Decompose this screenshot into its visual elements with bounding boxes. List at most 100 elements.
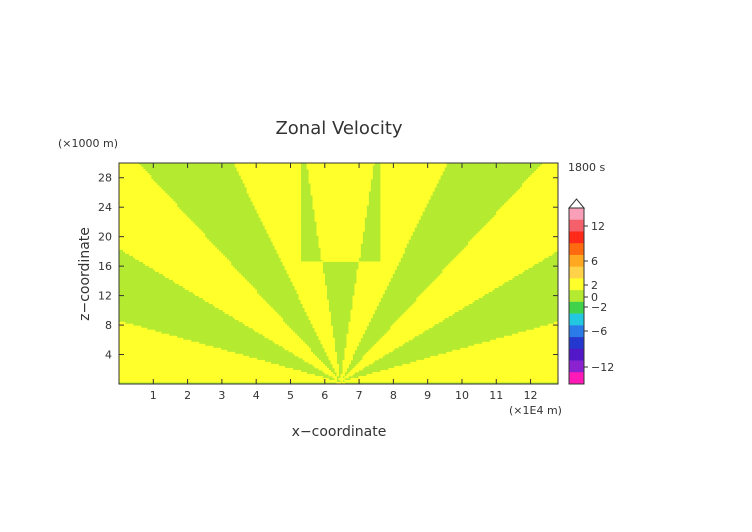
field-cell	[416, 211, 419, 214]
field-cell	[416, 165, 419, 168]
velocity-field	[119, 163, 558, 384]
field-cell	[542, 213, 545, 216]
field-cell	[538, 211, 541, 214]
field-cell	[288, 165, 292, 168]
field-cell	[144, 211, 148, 214]
field-cell	[360, 197, 363, 200]
field-cell	[258, 169, 262, 172]
field-cell	[338, 163, 341, 166]
field-cell	[314, 173, 317, 176]
field-cell	[316, 203, 319, 206]
field-cell	[504, 205, 507, 208]
field-cell	[396, 179, 399, 182]
field-cell	[392, 207, 395, 210]
field-cell	[328, 179, 331, 182]
field-cell	[360, 185, 363, 188]
field-cell	[534, 201, 537, 204]
field-cell	[426, 175, 429, 178]
field-cell	[264, 185, 268, 188]
field-cell	[342, 173, 345, 176]
field-cell	[416, 215, 419, 218]
field-cell	[328, 197, 331, 200]
field-cell	[524, 207, 527, 210]
field-cell	[344, 211, 347, 214]
field-cell	[388, 185, 391, 188]
field-cell	[382, 191, 385, 194]
field-cell	[542, 167, 545, 170]
field-cell	[160, 197, 164, 200]
field-cell	[270, 179, 274, 182]
field-cell	[418, 213, 421, 216]
field-cell	[412, 177, 415, 180]
field-cell	[234, 163, 238, 166]
field-cell	[264, 213, 268, 216]
field-cell	[344, 209, 347, 212]
field-cell	[282, 179, 286, 182]
field-cell	[546, 181, 549, 184]
field-cell	[276, 165, 280, 168]
field-cell	[422, 163, 425, 166]
field-cell	[432, 175, 435, 178]
field-cell	[324, 163, 327, 166]
field-cell	[338, 177, 341, 180]
field-cell	[332, 169, 335, 172]
field-cell	[408, 199, 411, 202]
field-cell	[354, 163, 357, 166]
field-cell	[342, 191, 345, 194]
field-cell	[380, 175, 383, 178]
field-cell	[392, 179, 395, 182]
field-cell	[526, 197, 529, 200]
field-cell	[338, 187, 341, 190]
field-cell	[140, 171, 144, 174]
field-cell	[322, 165, 325, 168]
field-cell	[526, 183, 529, 186]
field-cell	[136, 163, 140, 166]
field-cell	[254, 175, 258, 178]
field-cell	[158, 189, 162, 192]
field-cell	[162, 209, 166, 212]
field-cell	[122, 185, 126, 188]
field-cell	[326, 185, 329, 188]
field-cell	[412, 171, 415, 174]
field-cell	[146, 185, 150, 188]
field-cell	[382, 175, 385, 178]
field-cell	[528, 197, 531, 200]
field-cell	[398, 215, 401, 218]
field-cell	[410, 187, 413, 190]
field-cell	[338, 171, 341, 174]
field-cell	[342, 201, 345, 204]
field-cell	[426, 185, 429, 188]
field-cell	[406, 197, 409, 200]
field-cell	[130, 165, 134, 168]
field-cell	[328, 163, 331, 166]
field-cell	[252, 187, 256, 190]
field-cell	[362, 207, 365, 210]
field-cell	[336, 207, 339, 210]
field-cell	[178, 213, 182, 216]
field-cell	[268, 177, 272, 180]
field-cell	[366, 179, 369, 182]
field-cell	[136, 209, 140, 212]
field-cell	[340, 165, 343, 168]
field-cell	[322, 175, 325, 178]
field-cell	[292, 197, 295, 200]
field-cell	[342, 195, 345, 198]
field-cell	[292, 169, 295, 172]
field-cell	[506, 213, 509, 216]
field-cell	[400, 191, 403, 194]
field-cell	[358, 199, 361, 202]
field-cell	[350, 173, 353, 176]
field-cell	[258, 187, 262, 190]
field-cell	[152, 181, 156, 184]
field-cell	[312, 195, 315, 198]
field-cell	[162, 217, 166, 220]
field-cell	[508, 209, 511, 212]
field-cell	[354, 183, 357, 186]
field-cell	[534, 211, 537, 214]
field-cell	[134, 207, 138, 210]
field-cell	[556, 183, 558, 186]
field-cell	[126, 185, 130, 188]
field-cell	[412, 169, 415, 172]
field-cell	[288, 195, 292, 198]
field-cell	[496, 215, 499, 218]
